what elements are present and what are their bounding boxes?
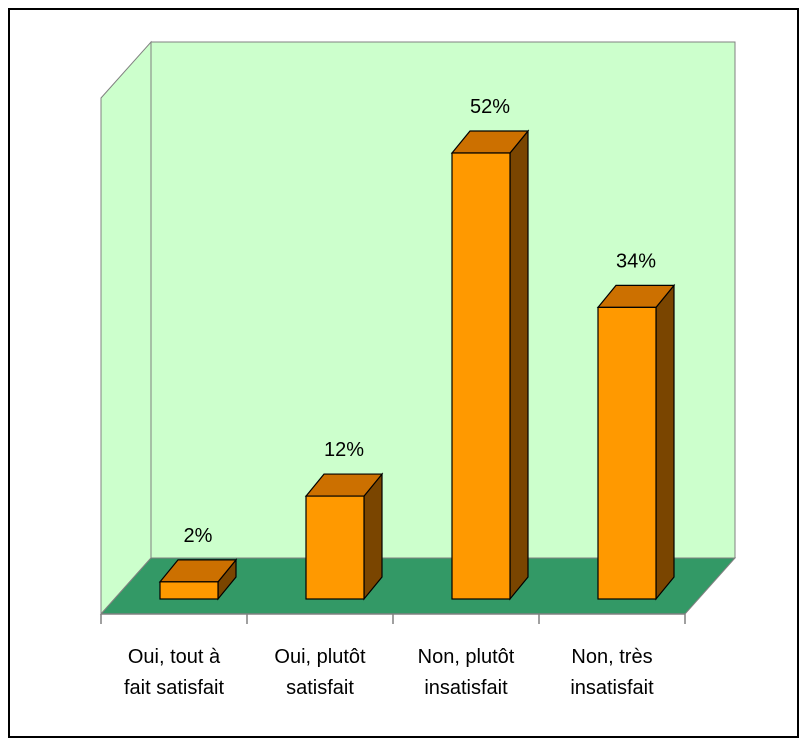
category-label: Non, plutôt insatisfait <box>418 646 515 699</box>
chart-walls <box>99 40 737 624</box>
value-label: 12% <box>324 439 364 461</box>
value-labels: 2% 12% 52% 34% <box>184 96 657 547</box>
bar-series <box>158 129 676 601</box>
category-labels: Oui, tout à fait satisfait Oui, plutôt sati… <box>124 646 654 699</box>
bar-3 <box>450 129 530 601</box>
bar-front-face <box>305 495 365 600</box>
category-label: Oui, plutôt satisfait <box>274 646 366 699</box>
bar-2 <box>304 472 384 601</box>
value-label: 52% <box>470 96 510 118</box>
category-label: Non, très insatisfait <box>570 646 654 699</box>
value-label: 34% <box>616 250 656 272</box>
bar-front-face <box>451 152 511 600</box>
bar-side-face <box>655 283 675 601</box>
bar-front-face <box>597 306 657 600</box>
bar-1 <box>158 558 238 601</box>
bar-front-face <box>159 581 219 600</box>
side-wall <box>100 40 152 616</box>
category-label: Oui, tout à fait satisfait <box>124 646 224 699</box>
bar-side-face <box>509 129 529 601</box>
value-label: 2% <box>184 525 213 547</box>
bar-4 <box>596 283 676 601</box>
